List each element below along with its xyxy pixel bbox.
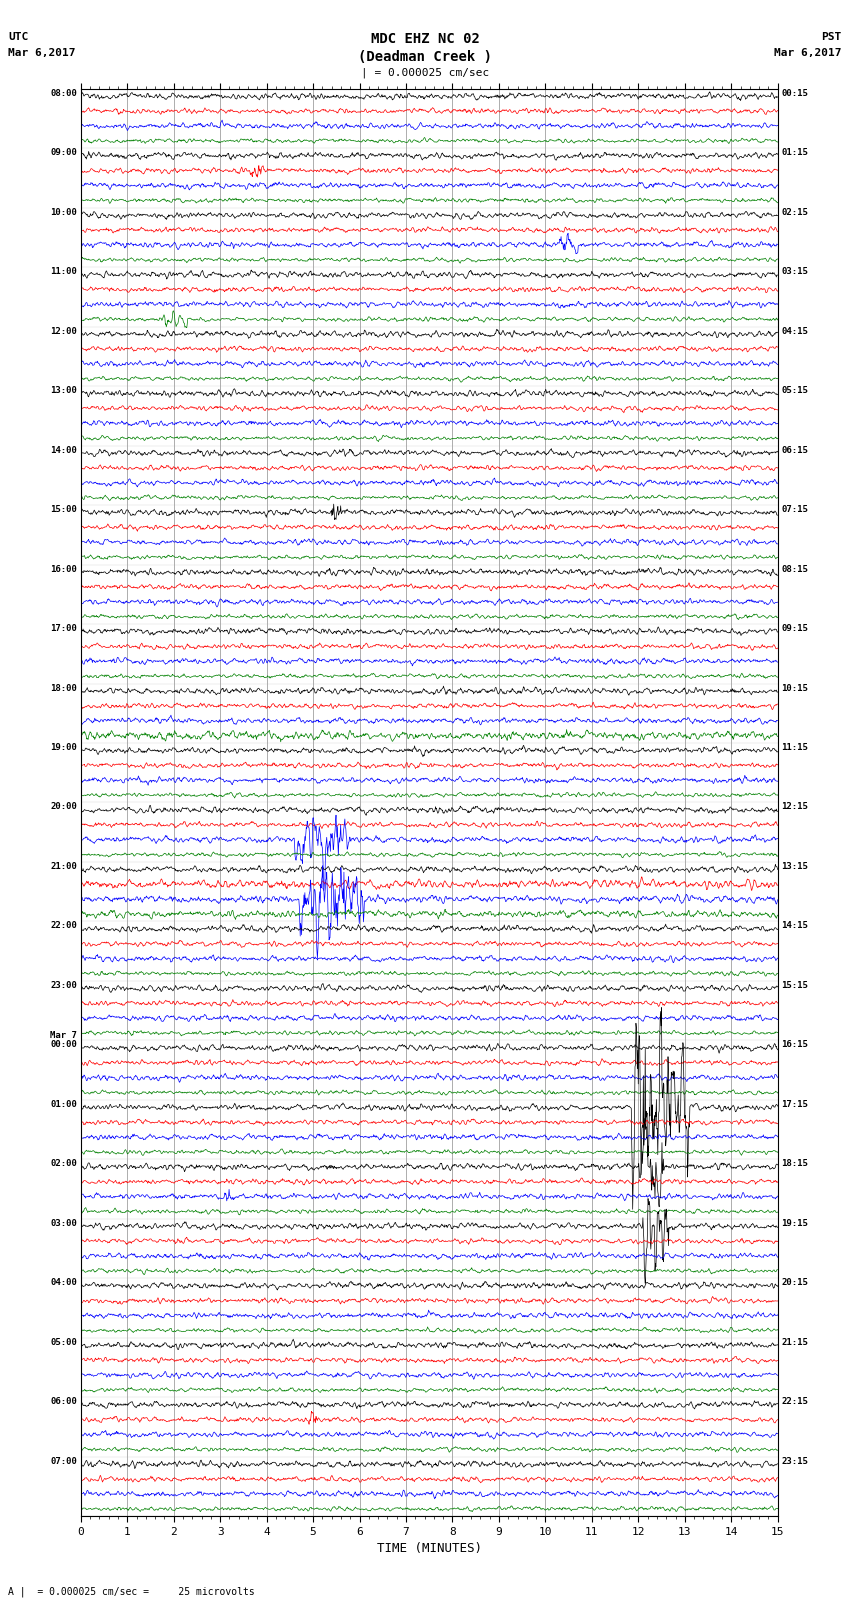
Text: 01:15: 01:15 <box>781 148 808 156</box>
Text: 02:15: 02:15 <box>781 208 808 216</box>
Text: 22:00: 22:00 <box>50 921 77 931</box>
Text: 16:00: 16:00 <box>50 565 77 574</box>
Text: 14:15: 14:15 <box>781 921 808 931</box>
Text: 03:15: 03:15 <box>781 268 808 276</box>
X-axis label: TIME (MINUTES): TIME (MINUTES) <box>377 1542 482 1555</box>
Text: 10:15: 10:15 <box>781 684 808 692</box>
Text: 21:15: 21:15 <box>781 1337 808 1347</box>
Text: 21:00: 21:00 <box>50 861 77 871</box>
Text: UTC: UTC <box>8 32 29 42</box>
Text: 07:00: 07:00 <box>50 1457 77 1466</box>
Text: 23:00: 23:00 <box>50 981 77 990</box>
Text: 14:00: 14:00 <box>50 445 77 455</box>
Text: | = 0.000025 cm/sec: | = 0.000025 cm/sec <box>361 68 489 79</box>
Text: 11:15: 11:15 <box>781 744 808 752</box>
Text: (Deadman Creek ): (Deadman Creek ) <box>358 50 492 65</box>
Text: 13:15: 13:15 <box>781 861 808 871</box>
Text: 06:00: 06:00 <box>50 1397 77 1407</box>
Text: PST: PST <box>821 32 842 42</box>
Text: 08:15: 08:15 <box>781 565 808 574</box>
Text: 01:00: 01:00 <box>50 1100 77 1108</box>
Text: Mar 6,2017: Mar 6,2017 <box>774 48 842 58</box>
Text: 13:00: 13:00 <box>50 386 77 395</box>
Text: 07:15: 07:15 <box>781 505 808 515</box>
Text: 09:15: 09:15 <box>781 624 808 632</box>
Text: A |  = 0.000025 cm/sec =     25 microvolts: A | = 0.000025 cm/sec = 25 microvolts <box>8 1586 255 1597</box>
Text: 11:00: 11:00 <box>50 268 77 276</box>
Text: 18:00: 18:00 <box>50 684 77 692</box>
Text: 04:00: 04:00 <box>50 1277 77 1287</box>
Text: 15:15: 15:15 <box>781 981 808 990</box>
Text: 05:00: 05:00 <box>50 1337 77 1347</box>
Text: 15:00: 15:00 <box>50 505 77 515</box>
Text: 00:00: 00:00 <box>50 1040 77 1050</box>
Text: 23:15: 23:15 <box>781 1457 808 1466</box>
Text: 18:15: 18:15 <box>781 1160 808 1168</box>
Text: 12:00: 12:00 <box>50 326 77 336</box>
Text: 19:15: 19:15 <box>781 1219 808 1227</box>
Text: 02:00: 02:00 <box>50 1160 77 1168</box>
Text: 20:15: 20:15 <box>781 1277 808 1287</box>
Text: 16:15: 16:15 <box>781 1040 808 1050</box>
Text: 06:15: 06:15 <box>781 445 808 455</box>
Text: 04:15: 04:15 <box>781 326 808 336</box>
Text: 20:00: 20:00 <box>50 803 77 811</box>
Text: 10:00: 10:00 <box>50 208 77 216</box>
Text: 08:00: 08:00 <box>50 89 77 98</box>
Text: 19:00: 19:00 <box>50 744 77 752</box>
Text: 05:15: 05:15 <box>781 386 808 395</box>
Text: 03:00: 03:00 <box>50 1219 77 1227</box>
Text: 17:00: 17:00 <box>50 624 77 632</box>
Text: 09:00: 09:00 <box>50 148 77 156</box>
Text: MDC EHZ NC 02: MDC EHZ NC 02 <box>371 32 479 47</box>
Text: 12:15: 12:15 <box>781 803 808 811</box>
Text: Mar 7: Mar 7 <box>50 1031 77 1040</box>
Text: 22:15: 22:15 <box>781 1397 808 1407</box>
Text: 17:15: 17:15 <box>781 1100 808 1108</box>
Text: Mar 6,2017: Mar 6,2017 <box>8 48 76 58</box>
Text: 00:15: 00:15 <box>781 89 808 98</box>
